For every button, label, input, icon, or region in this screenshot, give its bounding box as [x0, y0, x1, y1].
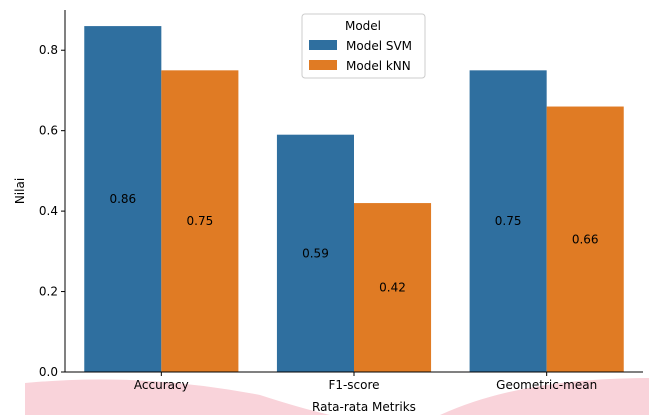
bars-layer — [84, 26, 624, 373]
legend-label-model-knn: Model kNN — [346, 59, 411, 73]
legend-title: Model — [345, 19, 381, 33]
y-tick-label-0: 0.0 — [39, 365, 58, 379]
y-tick-label-4: 0.8 — [39, 43, 58, 57]
legend: Model Model SVM Model kNN — [301, 13, 426, 79]
y-tick-label-3: 0.6 — [39, 124, 58, 138]
bottom-decor — [25, 379, 330, 415]
y-tick-label-1: 0.2 — [39, 285, 58, 299]
bottom-decor-right — [440, 378, 649, 415]
x-ticks: Accuracy F1-score Geometric-mean — [134, 372, 597, 392]
y-tick-label-2: 0.4 — [39, 204, 58, 218]
x-tick-label-geometric-mean: Geometric-mean — [496, 378, 597, 392]
bar-model-knn-accuracy — [161, 70, 239, 372]
value-label-model-svm-accuracy: 0.86 — [109, 192, 136, 206]
bar-model-svm-f1-score — [276, 134, 354, 372]
value-label-model-knn-f1-score: 0.42 — [379, 281, 406, 295]
bar-model-svm-geometric-mean — [469, 70, 547, 372]
value-label-model-knn-accuracy: 0.75 — [187, 214, 214, 228]
value-label-model-svm-geometric-mean: 0.75 — [495, 214, 522, 228]
legend-label-model-svm: Model SVM — [346, 39, 412, 53]
y-ticks: 0.0 0.2 0.4 0.6 0.8 — [39, 43, 65, 379]
legend-swatch-model-knn — [309, 60, 337, 70]
bar-model-knn-f1-score — [354, 203, 432, 372]
y-axis-label: Nilai — [13, 178, 27, 204]
value-label-model-svm-f1-score: 0.59 — [302, 246, 329, 260]
bar-model-knn-geometric-mean — [546, 106, 624, 372]
bar-model-svm-accuracy — [84, 26, 162, 373]
x-tick-label-accuracy: Accuracy — [134, 378, 189, 392]
legend-swatch-model-svm — [309, 40, 337, 50]
value-labels-layer: 0.86 0.75 0.59 0.42 0.75 0.66 — [109, 192, 598, 294]
x-axis-label: Rata-rata Metriks — [312, 400, 416, 414]
x-tick-label-f1-score: F1-score — [328, 378, 379, 392]
value-label-model-knn-geometric-mean: 0.66 — [572, 232, 599, 246]
